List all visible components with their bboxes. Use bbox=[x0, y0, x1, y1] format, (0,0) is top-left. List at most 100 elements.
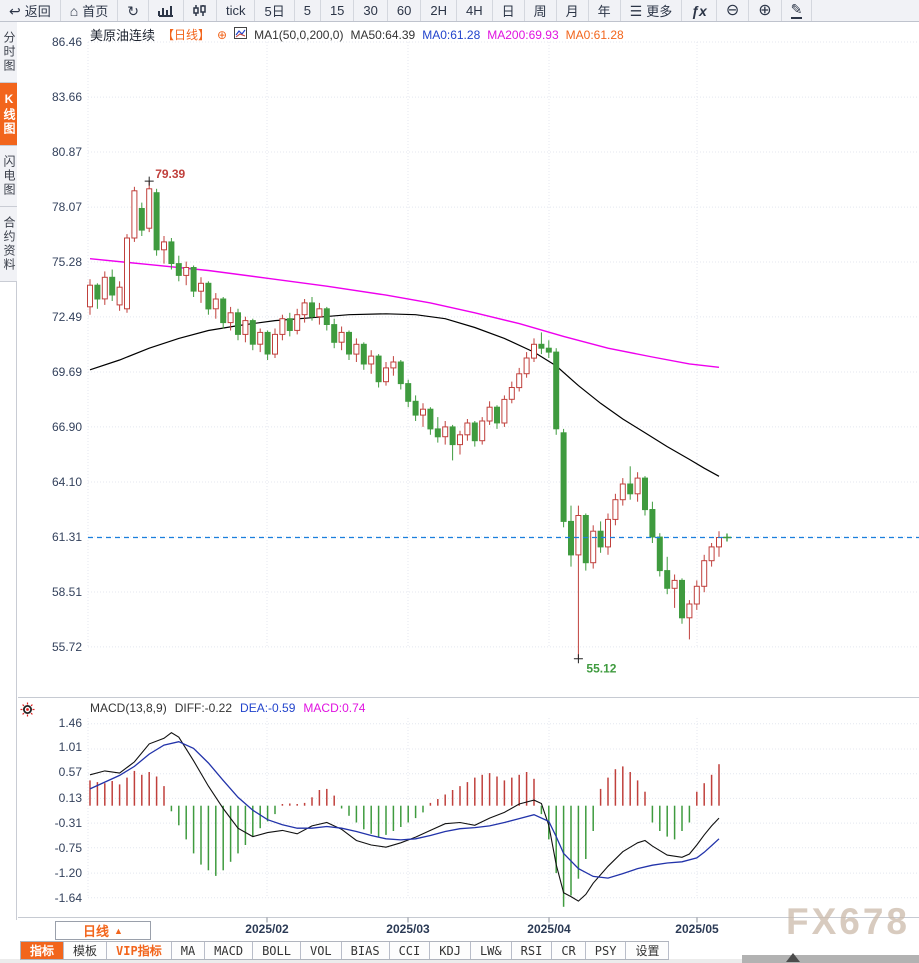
mini-chart-icon[interactable] bbox=[234, 27, 248, 42]
tab-rsi[interactable]: RSI bbox=[512, 942, 553, 959]
sidebar-tab-kline-chart[interactable]: K线图 bbox=[0, 83, 17, 146]
interval-day-label: 日 bbox=[501, 4, 515, 19]
back-button[interactable]: ↩ 返回 bbox=[0, 0, 61, 21]
ma50-value: MA50:64.39 bbox=[350, 27, 416, 42]
ma-formula: MA1(50,0,200,0) bbox=[254, 27, 344, 42]
period-label: 日线 bbox=[83, 924, 110, 939]
macd-axis-label: 1.01 bbox=[58, 740, 82, 754]
top-toolbar: ↩ 返回 ⌂ 首页 ↻ tick 5日 5 15 30 60 2H 4H 日 周… bbox=[0, 0, 919, 22]
x-axis-label: 2025/03 bbox=[386, 922, 430, 936]
period-selector-button[interactable]: 日线 ▲ bbox=[55, 921, 151, 940]
ma200-value: MA200:69.93 bbox=[487, 27, 559, 42]
zoom-in-button[interactable]: ⊕ bbox=[749, 0, 782, 21]
interval-5m-label: 5 bbox=[303, 3, 311, 18]
tab-indicator[interactable]: 指标 bbox=[21, 942, 65, 959]
candlestick-icon bbox=[193, 4, 207, 17]
interval-day-button[interactable]: 日 bbox=[493, 0, 525, 21]
interval-tick-label: tick bbox=[225, 3, 246, 18]
refresh-icon: ↻ bbox=[127, 2, 139, 19]
interval-60m-label: 60 bbox=[396, 3, 412, 18]
interval-5m-button[interactable]: 5 bbox=[295, 0, 321, 21]
interval-tick-button[interactable]: tick bbox=[217, 0, 256, 21]
interval-month-button[interactable]: 月 bbox=[557, 0, 589, 21]
zoom-out-icon: ⊖ bbox=[725, 1, 740, 19]
svg-text:55.12: 55.12 bbox=[586, 662, 616, 676]
tab-template[interactable]: 模板 bbox=[64, 942, 108, 959]
sidebar-tab-lightning-chart[interactable]: 闪电图 bbox=[0, 146, 17, 207]
add-indicator-icon[interactable]: ⊕ bbox=[217, 27, 228, 42]
interval-2h-button[interactable]: 2H bbox=[421, 0, 457, 21]
macd-axis-label: -0.75 bbox=[54, 841, 82, 855]
zoom-out-button[interactable]: ⊖ bbox=[717, 0, 750, 21]
sidebar-tab-time-chart[interactable]: 分时图 bbox=[0, 22, 17, 83]
symbol-name: 美原油连续 bbox=[90, 28, 156, 43]
x-axis-label: 2025/05 bbox=[675, 922, 719, 936]
interval-15m-button[interactable]: 15 bbox=[321, 0, 355, 21]
refresh-button[interactable]: ↻ bbox=[118, 0, 149, 21]
tab-cci[interactable]: CCI bbox=[390, 942, 431, 959]
bottom-strip bbox=[0, 959, 919, 963]
triangle-up-icon: ▲ bbox=[114, 925, 123, 936]
macd-axis-label: -1.20 bbox=[54, 866, 82, 880]
price-axis-label: 55.72 bbox=[51, 640, 82, 654]
interval-month-label: 月 bbox=[565, 4, 579, 19]
tab-lw[interactable]: LW& bbox=[471, 942, 512, 959]
tab-kdj[interactable]: KDJ bbox=[430, 942, 471, 959]
sidebar-tab-contract-info[interactable]: 合约资料 bbox=[0, 207, 17, 282]
macd-diff-value: DIFF:-0.22 bbox=[174, 701, 233, 715]
tab-psy[interactable]: PSY bbox=[586, 942, 627, 959]
macd-axis-label: -1.64 bbox=[54, 891, 82, 905]
macd-dea-value: DEA:-0.59 bbox=[240, 701, 296, 715]
zoom-in-icon: ⊕ bbox=[758, 1, 772, 19]
price-axis-label: 78.07 bbox=[51, 200, 82, 214]
x-axis-label: 2025/02 bbox=[245, 922, 289, 936]
period-tag: 【日线】 bbox=[162, 28, 211, 42]
x-axis-label: 2025/04 bbox=[527, 922, 571, 936]
price-axis-label: 80.87 bbox=[51, 145, 82, 159]
candle-chart-mode-button[interactable] bbox=[184, 0, 217, 21]
macd-value: MACD:0.74 bbox=[303, 701, 366, 715]
tab-settings[interactable]: 设置 bbox=[626, 942, 670, 959]
ma0-orange-value: MA0:61.28 bbox=[565, 27, 624, 42]
line-chart-mode-button[interactable] bbox=[149, 0, 184, 21]
macd-header: MACD(13,8,9) DIFF:-0.22 DEA:-0.59 MACD:0… bbox=[90, 701, 365, 715]
price-axis-label: 86.46 bbox=[51, 35, 82, 49]
home-button[interactable]: ⌂ 首页 bbox=[61, 0, 119, 21]
price-axis-label: 64.10 bbox=[51, 475, 82, 489]
interval-30m-button[interactable]: 30 bbox=[354, 0, 388, 21]
interval-week-button[interactable]: 周 bbox=[525, 0, 557, 21]
fx-icon: ƒx bbox=[691, 2, 707, 19]
ma0-blue-value: MA0:61.28 bbox=[422, 27, 481, 42]
panel-expand-arrow-icon[interactable] bbox=[786, 953, 800, 962]
tab-ma[interactable]: MA bbox=[172, 942, 206, 959]
tab-macd[interactable]: MACD bbox=[205, 942, 254, 959]
home-icon: ⌂ bbox=[69, 2, 79, 19]
home-label: 首页 bbox=[82, 4, 109, 19]
tab-cr[interactable]: CR bbox=[552, 942, 586, 959]
draw-button[interactable]: ✎ bbox=[782, 0, 813, 21]
bar-chart-icon bbox=[157, 4, 174, 17]
macd-axis-label: -0.31 bbox=[54, 816, 82, 830]
tab-vip-indicator[interactable]: VIP指标 bbox=[107, 942, 172, 959]
interval-year-label: 年 bbox=[597, 4, 611, 19]
hamburger-menu-icon: ☰ bbox=[629, 2, 643, 19]
interval-15m-label: 15 bbox=[329, 3, 345, 18]
tab-vol[interactable]: VOL bbox=[301, 942, 342, 959]
indicator-settings-icon[interactable] bbox=[20, 702, 35, 722]
more-label: 更多 bbox=[646, 4, 673, 19]
tab-bias[interactable]: BIAS bbox=[342, 942, 390, 959]
macd-axis-label: 0.13 bbox=[58, 791, 82, 805]
svg-text:79.39: 79.39 bbox=[155, 167, 185, 181]
interval-year-button[interactable]: 年 bbox=[589, 0, 621, 21]
interval-4h-button[interactable]: 4H bbox=[457, 0, 493, 21]
horizontal-scrollbar[interactable] bbox=[742, 955, 919, 963]
interval-5d-button[interactable]: 5日 bbox=[255, 0, 295, 21]
interval-60m-button[interactable]: 60 bbox=[388, 0, 422, 21]
tab-boll[interactable]: BOLL bbox=[253, 942, 301, 959]
price-axis-label: 66.90 bbox=[51, 420, 82, 434]
more-button[interactable]: ☰ 更多 bbox=[621, 0, 683, 21]
back-arrow-icon: ↩ bbox=[9, 2, 21, 19]
price-axis-label: 69.69 bbox=[51, 365, 82, 379]
formula-button[interactable]: ƒx bbox=[682, 0, 717, 21]
